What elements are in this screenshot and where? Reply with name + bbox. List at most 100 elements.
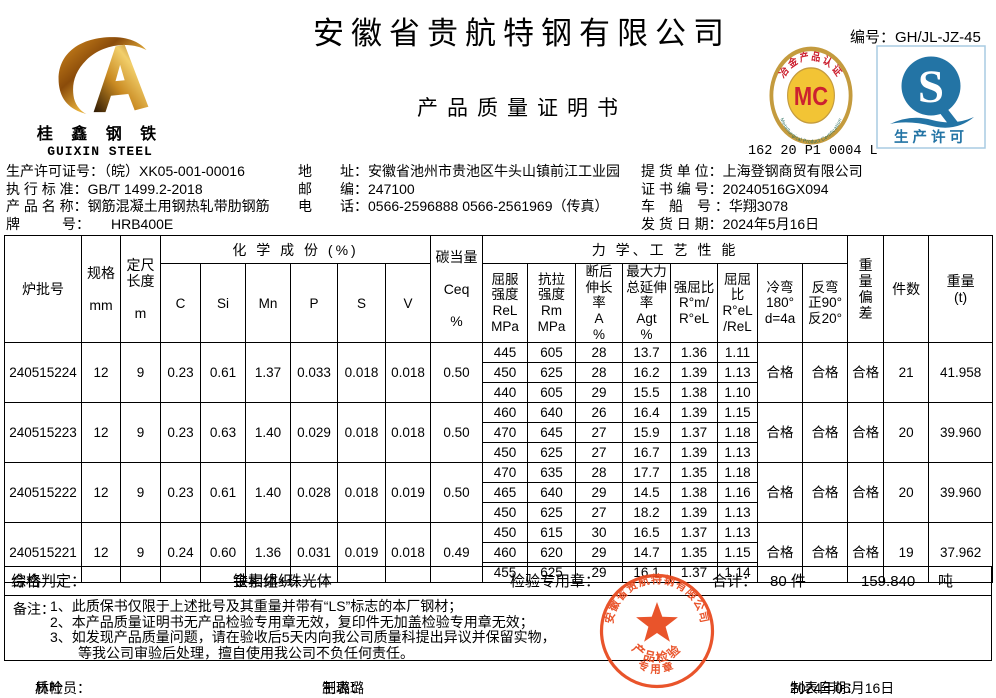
mech-value-cell: 460 bbox=[482, 402, 529, 424]
mech-value-cell: 15.9 bbox=[622, 422, 672, 444]
mech-value-cell: 1.35 bbox=[670, 462, 719, 484]
reverse-bend-result-cell: 合格 bbox=[802, 522, 849, 584]
column-header-p: P bbox=[290, 262, 338, 344]
footer-section: 质检员： 林叶 制表： 王璐璐 制表日期： 2024年05月16日 bbox=[0, 666, 996, 696]
heat-no-cell: 240515221 bbox=[4, 522, 82, 584]
structure-value: 铁素体+珠光体 bbox=[233, 573, 332, 590]
license-no-label: 生产许可证号： bbox=[6, 163, 104, 179]
mech-value-cell: 29 bbox=[575, 482, 624, 504]
chem-value-cell: 0.23 bbox=[160, 342, 201, 404]
quality-data-table: 炉批号 规格 mm 定尺 长度 m 化 学 成 份 (%) 碳当量 Ceq % … bbox=[4, 234, 994, 584]
mc-certification-badge: MC 冶金产品认证 Metallurgical Product Certific… bbox=[769, 46, 853, 150]
mech-value-cell: 16.2 bbox=[622, 362, 672, 384]
zip-value: 247100 bbox=[368, 180, 415, 197]
total-label: 合计： bbox=[712, 573, 758, 590]
license-no-line: 生产许可证号：（皖）XK05-001-00016 bbox=[6, 163, 270, 181]
info-column-middle: 地 址：安徽省池州市贵池区牛头山镇前江工业园 邮 编：247100 电 话：05… bbox=[298, 163, 620, 216]
mech-value-cell: 645 bbox=[527, 422, 577, 444]
column-group-mechanical: 力 学、工 艺 性 能 bbox=[482, 235, 849, 264]
length-cell: 9 bbox=[120, 342, 161, 404]
zip-label: 邮 编： bbox=[298, 180, 368, 197]
mech-value-cell: 16.4 bbox=[622, 402, 672, 424]
chem-value-cell: 0.018 bbox=[384, 522, 432, 584]
mech-value-cell: 1.16 bbox=[717, 482, 759, 504]
grade-line: 牌 号： HRB400E bbox=[6, 216, 270, 234]
mech-value-cell: 29 bbox=[575, 542, 624, 564]
mech-value-cell: 28 bbox=[575, 362, 624, 384]
cold-bend-result-cell: 合格 bbox=[757, 462, 804, 524]
chem-value-cell: 0.63 bbox=[200, 402, 246, 464]
product-name-value: 钢筋混凝土用钢热轧带肋钢筋 bbox=[87, 198, 270, 214]
product-name-label: 产 品 名 称： bbox=[6, 198, 88, 214]
mech-value-cell: 16.7 bbox=[622, 442, 672, 464]
info-column-right: 提 货 单 位：上海登钢商贸有限公司 证 书 编 号：20240516GX094… bbox=[641, 163, 863, 233]
mech-value-cell: 625 bbox=[527, 502, 577, 524]
total-weight-unit: 吨 bbox=[938, 573, 954, 590]
table-body: 240515224 12 9 0.23 0.61 1.37 0.033 0.018 0.018 0… bbox=[4, 342, 994, 584]
weight-cell: 37.962 bbox=[928, 522, 994, 584]
mech-value-cell: 1.38 bbox=[670, 482, 719, 504]
table-row: 240515223 12 9 0.23 0.63 1.40 0.029 0.018 0.018 0… bbox=[4, 402, 994, 464]
mech-value-cell: 1.18 bbox=[717, 462, 759, 484]
weight-deviation-result-cell: 合格 bbox=[847, 342, 885, 404]
chem-value-cell: 0.61 bbox=[200, 342, 246, 404]
judgement-value: 合格 bbox=[11, 573, 42, 590]
chem-value-cell: 0.018 bbox=[337, 402, 386, 464]
total-pieces: 80 件 bbox=[770, 573, 806, 590]
length-cell: 9 bbox=[120, 462, 161, 524]
phone-line: 电 话：0566-2596888 0566-2561969（传真） bbox=[298, 198, 620, 216]
length-cell: 9 bbox=[120, 402, 161, 464]
guixin-logo-cn-text: 桂 鑫 钢 铁 bbox=[36, 126, 164, 143]
standard-line: 执 行 标 准：GB/T 1499.2-2018 bbox=[6, 181, 270, 199]
mech-value-cell: 605 bbox=[527, 342, 577, 364]
table-row: 240515222 12 9 0.23 0.61 1.40 0.028 0.018 0.019 0… bbox=[4, 462, 994, 524]
mc-certificate-code: 162 20 P1 0004 L bbox=[748, 144, 878, 159]
chem-value-cell: 1.37 bbox=[245, 342, 291, 404]
chem-value-cell: 0.018 bbox=[384, 342, 432, 404]
column-group-chemical: 化 学 成 份 (%) bbox=[159, 235, 432, 264]
mech-value-cell: 470 bbox=[482, 422, 529, 444]
mech-value-cell: 29 bbox=[575, 382, 624, 404]
ship-date-line: 发 货 日 期：2024年5月16日 bbox=[641, 216, 863, 234]
cert-no-label: 证 书 编 号： bbox=[641, 180, 723, 197]
document-title: 产品质量证明书 bbox=[417, 96, 627, 120]
chem-value-cell: 0.60 bbox=[200, 522, 246, 584]
weight-cell: 41.958 bbox=[928, 342, 994, 404]
mech-value-cell: 620 bbox=[527, 542, 577, 564]
column-header-heat-no: 炉批号 bbox=[4, 234, 82, 344]
info-column-left: 生产许可证号：（皖）XK05-001-00016 执 行 标 准：GB/T 14… bbox=[6, 163, 270, 233]
notes-label: 备注： bbox=[13, 601, 55, 617]
column-header-mn: Mn bbox=[245, 262, 291, 344]
pieces-cell: 19 bbox=[883, 522, 930, 584]
guixin-logo: 桂 鑫 钢 铁 GUIXIN STEEL bbox=[36, 30, 164, 159]
note-line: 1、此质保书仅限于上述批号及其重量并带有“LS”标志的本厂钢材； bbox=[50, 598, 463, 614]
mech-value-cell: 450 bbox=[482, 522, 529, 544]
qs-letter: S bbox=[918, 61, 944, 113]
column-header-si: Si bbox=[200, 262, 246, 344]
column-header-yield-strength: 屈服 强度 ReL MPa bbox=[482, 262, 529, 344]
column-header-weight: 重量 (t) bbox=[928, 234, 994, 344]
mech-value-cell: 1.11 bbox=[717, 342, 759, 364]
inspector-label: 质检员： bbox=[35, 680, 91, 696]
column-header-yield-ratio: 屈屈比 R°eL /ReL bbox=[717, 262, 759, 344]
chem-value-cell: 1.40 bbox=[245, 402, 291, 464]
chem-value-cell: 0.033 bbox=[290, 342, 338, 404]
chem-value-cell: 0.018 bbox=[337, 342, 386, 404]
cold-bend-result-cell: 合格 bbox=[757, 342, 804, 404]
mech-value-cell: 18.2 bbox=[622, 502, 672, 524]
address-value: 安徽省池州市贵池区牛头山镇前江工业园 bbox=[368, 163, 620, 179]
consignee-line: 提 货 单 位：上海登钢商贸有限公司 bbox=[641, 163, 863, 181]
mech-value-cell: 1.39 bbox=[670, 402, 719, 424]
phone-value: 0566-2596888 0566-2561969（传真） bbox=[368, 198, 609, 214]
vehicle-line: 车 船 号 ：华翔3078 bbox=[641, 198, 863, 216]
production-license-badge: S 生产许可 bbox=[876, 45, 986, 154]
vehicle-label: 车 船 号 ： bbox=[641, 198, 729, 214]
mech-value-cell: 615 bbox=[527, 522, 577, 544]
mech-value-cell: 625 bbox=[527, 562, 577, 584]
weight-cell: 39.960 bbox=[928, 402, 994, 464]
chem-value-cell: 0.018 bbox=[384, 402, 432, 464]
weight-deviation-result-cell: 合格 bbox=[847, 462, 885, 524]
heat-no-cell: 240515223 bbox=[4, 402, 82, 464]
table-header: 炉批号 规格 mm 定尺 长度 m 化 学 成 份 (%) 碳当量 Ceq % … bbox=[4, 234, 994, 344]
mech-value-cell: 1.14 bbox=[717, 562, 759, 584]
